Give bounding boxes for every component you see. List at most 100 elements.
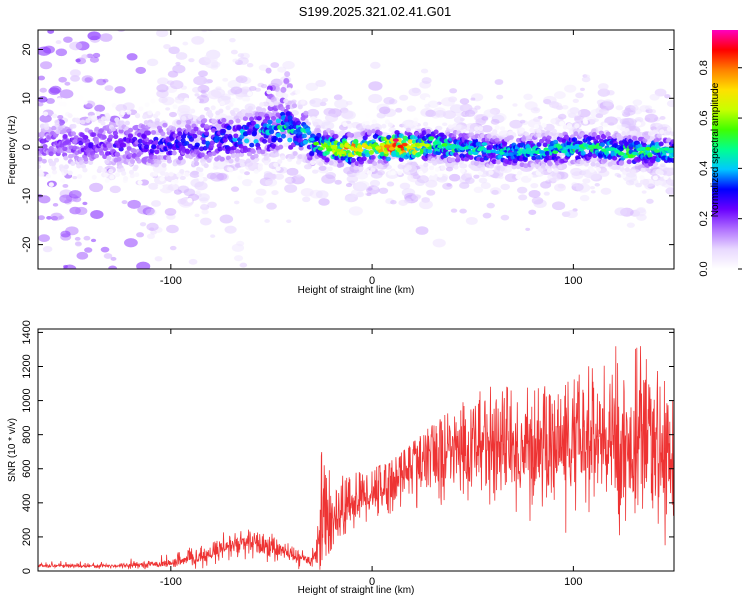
- spectrogram-speckle: [203, 78, 211, 84]
- spectrogram-speckle: [584, 74, 591, 79]
- spectrogram-ridge-cell: [390, 170, 396, 176]
- spectrogram-ridge-cell: [116, 156, 122, 162]
- spectrogram-ridge-cell: [78, 95, 84, 101]
- spectrogram-ridge-cell: [48, 145, 54, 151]
- spectrogram-ridge-cell: [531, 155, 537, 161]
- spectrogram-ridge-cell: [230, 97, 236, 103]
- spectrogram-speckle: [315, 79, 327, 88]
- spectrogram-speckle: [89, 56, 100, 63]
- spectrogram-ridge-cell: [670, 175, 674, 180]
- spectrogram-ridge-cell: [246, 130, 252, 136]
- spectrogram-ridge-cell: [533, 124, 540, 129]
- spectrogram-ridge-cell: [93, 153, 100, 159]
- spectrogram-ridge-cell: [147, 110, 153, 116]
- spectrogram-speckle: [597, 88, 611, 97]
- spectrogram-speckle: [411, 194, 421, 201]
- spectrogram-ridge-cell: [88, 142, 94, 147]
- spectrogram-ridge-cell: [228, 102, 234, 107]
- spectrogram-peak-cell: [574, 143, 581, 148]
- spectrogram-speckle: [473, 174, 480, 179]
- spectrogram-ridge-cell: [40, 132, 46, 137]
- spectrogram-speckle: [614, 172, 621, 177]
- spectrogram-speckle: [648, 108, 657, 114]
- spectrogram-ridge-cell: [144, 102, 150, 108]
- spectrogram-speckle: [512, 103, 518, 107]
- spectrogram-ridge-cell: [99, 150, 105, 156]
- spectrogram-speckle: [565, 210, 578, 219]
- spectrogram-speckle: [194, 93, 200, 97]
- spectrogram-peak-cell: [640, 146, 647, 151]
- spectrogram-y-tick-label: -20: [21, 237, 33, 253]
- spectrogram-ridge-cell: [494, 137, 500, 143]
- spectrogram-speckle: [38, 234, 50, 243]
- spectrogram-ridge-cell: [657, 185, 663, 190]
- spectrogram-ridge-cell: [235, 118, 241, 124]
- spectrogram-speckle: [517, 113, 523, 117]
- spectrogram-speckle: [350, 189, 364, 198]
- spectrogram-speckle: [622, 172, 638, 183]
- spectrogram-ridge-cell: [166, 155, 172, 161]
- spectrogram-speckle: [96, 78, 107, 86]
- spectrogram-ridge-cell: [540, 163, 546, 169]
- spectrogram-peak-cell: [534, 150, 541, 155]
- spectrogram-speckle: [69, 69, 81, 77]
- spectrogram-ridge-cell: [381, 123, 387, 129]
- spectrogram-ridge-cell: [159, 176, 165, 182]
- spectrogram-ridge-cell: [316, 132, 322, 138]
- spectrogram-speckle: [478, 177, 488, 184]
- spectrogram-ridge-cell: [477, 170, 484, 176]
- spectrogram-ridge-cell: [280, 155, 286, 161]
- spectrogram-speckle: [425, 179, 438, 188]
- spectrogram-peak-cell: [361, 144, 368, 148]
- spectrogram-speckle: [151, 200, 162, 207]
- spectrogram-ridge-cell: [126, 109, 132, 115]
- spectrogram-speckle: [148, 182, 159, 190]
- spectrogram-ridge-cell: [259, 102, 265, 107]
- spectrogram-speckle: [516, 186, 528, 194]
- spectrogram-ridge-cell: [412, 121, 419, 126]
- spectrogram-ridge-cell: [295, 159, 302, 165]
- spectrogram-ridge-cell: [234, 149, 241, 154]
- spectrogram-speckle: [114, 86, 126, 94]
- spectrogram-ridge-cell: [529, 127, 535, 133]
- spectrogram-speckle: [561, 104, 569, 110]
- spectrogram-speckle: [109, 185, 121, 194]
- spectrogram-speckle: [119, 22, 129, 29]
- spectrogram-speckle: [222, 77, 229, 82]
- spectrogram-ridge-cell: [472, 138, 479, 144]
- spectrogram-peak-cell: [308, 137, 315, 142]
- spectrogram-ridge-cell: [342, 122, 348, 127]
- spectrogram-ridge-cell: [141, 134, 147, 140]
- spectrogram-speckle: [575, 92, 584, 99]
- spectrogram-x-label: Height of straight line (km): [298, 285, 415, 296]
- spectrogram-speckle: [554, 91, 566, 100]
- spectrogram-ridge-cell: [221, 117, 227, 123]
- spectrogram-speckle: [486, 202, 495, 209]
- spectrogram-speckle: [606, 90, 615, 96]
- spectrogram-ridge-cell: [152, 171, 158, 177]
- spectrogram-speckle: [419, 199, 433, 210]
- spectrogram-speckle: [212, 13, 219, 18]
- spectrogram-ridge-cell: [253, 139, 259, 144]
- spectrogram-ridge-cell: [124, 150, 130, 156]
- spectrogram-speckle: [60, 280, 70, 287]
- spectrogram-peak-cell: [623, 154, 630, 159]
- spectrogram-speckle: [127, 199, 141, 209]
- spectrogram-ridge-cell: [580, 150, 586, 156]
- spectrogram-peak-cell: [335, 148, 342, 153]
- spectrogram-speckle: [233, 255, 244, 262]
- spectrogram-speckle: [425, 109, 437, 118]
- spectrogram-speckle: [481, 116, 489, 121]
- spectrogram-peak-cell: [423, 143, 430, 148]
- spectrogram-ridge-cell: [292, 151, 298, 156]
- spectrogram-ridge-cell: [228, 167, 234, 173]
- spectrogram-ridge-cell: [557, 164, 563, 170]
- spectrogram-ridge-cell: [176, 172, 182, 178]
- spectrogram-peak-cell: [658, 147, 665, 152]
- spectrogram-speckle: [230, 49, 238, 55]
- colorbar-gradient: [712, 30, 738, 269]
- spectrogram-speckle: [75, 206, 88, 216]
- spectrogram-ridge-cell: [171, 150, 177, 156]
- spectrogram-speckle: [318, 165, 327, 171]
- spectrogram-y-ticks: -20 -10 0 10 20: [21, 43, 674, 253]
